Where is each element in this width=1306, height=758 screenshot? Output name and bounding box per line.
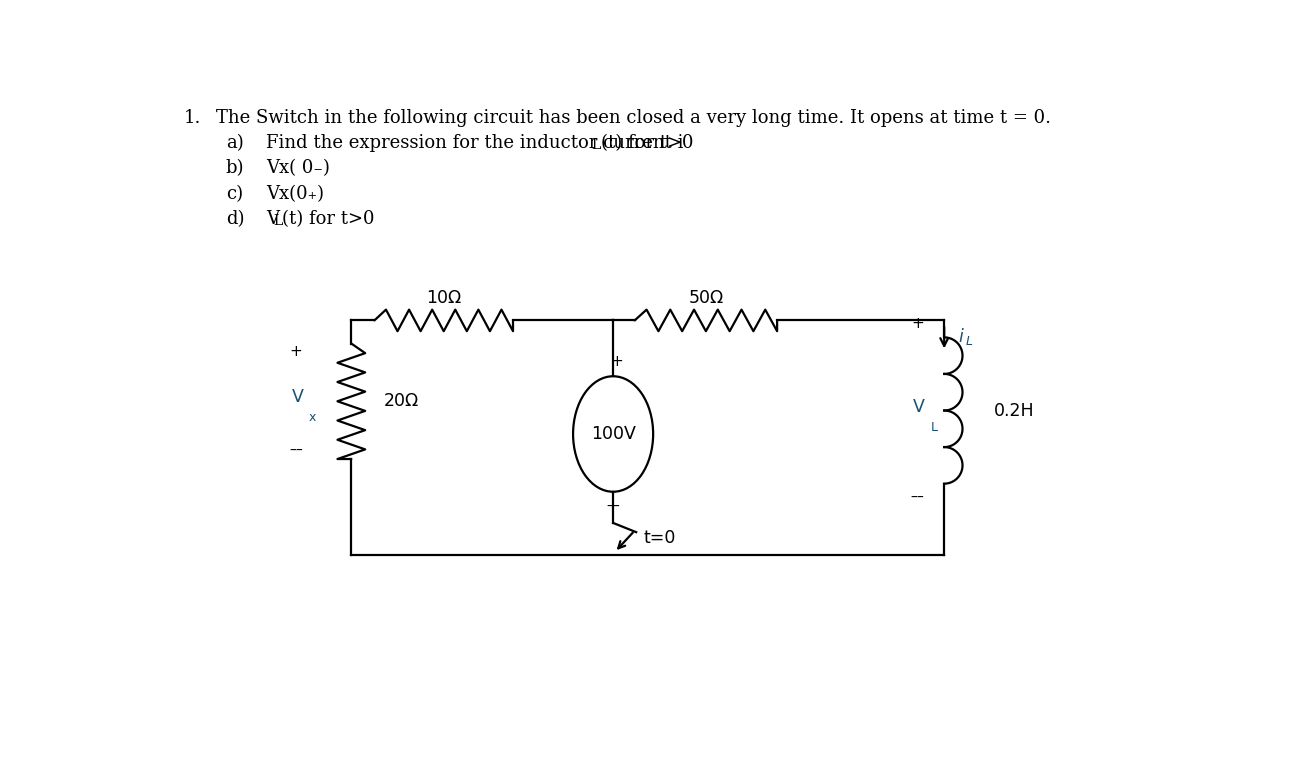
Text: L: L [592, 138, 601, 152]
Text: b): b) [226, 159, 244, 177]
Text: 10Ω: 10Ω [426, 289, 461, 306]
Text: c): c) [226, 185, 243, 203]
Text: t=0: t=0 [644, 529, 677, 547]
Text: L: L [273, 215, 282, 228]
Text: Find the expression for the inductor current i: Find the expression for the inductor cur… [266, 134, 683, 152]
Text: The Switch in the following circuit has been closed a very long time. It opens a: The Switch in the following circuit has … [215, 108, 1051, 127]
Text: x: x [310, 411, 316, 424]
Text: +: + [910, 316, 923, 331]
Text: Vx(0₊): Vx(0₊) [266, 185, 324, 203]
Text: i: i [959, 328, 963, 346]
Text: d): d) [226, 210, 244, 228]
Text: ––: –– [289, 444, 303, 459]
Text: V: V [291, 388, 303, 406]
Text: 1.: 1. [183, 108, 201, 127]
Text: L: L [930, 421, 938, 434]
Text: +: + [611, 353, 623, 368]
Text: V: V [913, 398, 925, 415]
Text: V: V [266, 210, 279, 228]
Text: Vx( 0₋): Vx( 0₋) [266, 159, 329, 177]
Text: +: + [290, 343, 302, 359]
Text: a): a) [226, 134, 243, 152]
Text: ––: –– [606, 500, 620, 513]
Text: ––: –– [910, 490, 925, 505]
Text: 0.2H: 0.2H [994, 402, 1034, 419]
Text: L: L [965, 336, 973, 349]
Text: (t) for t>0: (t) for t>0 [282, 210, 375, 228]
Text: 50Ω: 50Ω [688, 289, 724, 306]
Text: 100V: 100V [590, 425, 636, 443]
Text: 20Ω: 20Ω [384, 393, 419, 410]
Text: (t) for t>0: (t) for t>0 [601, 134, 693, 152]
